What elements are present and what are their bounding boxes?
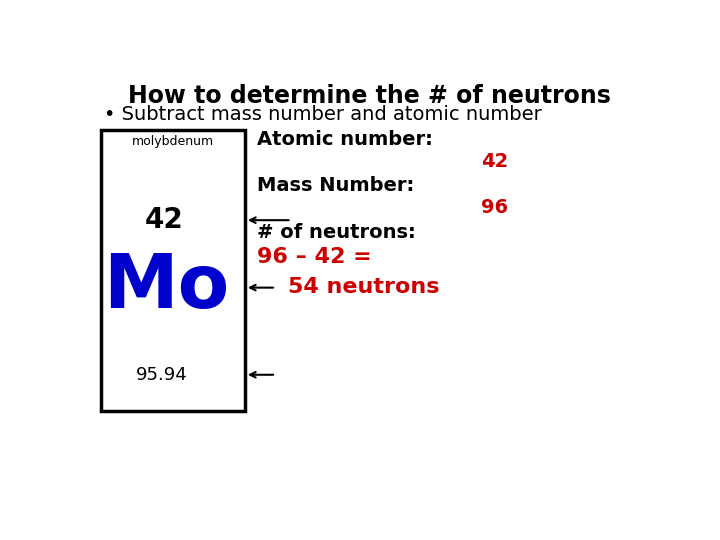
Text: # of neutrons:: # of neutrons: bbox=[256, 222, 415, 242]
Text: molybdenum: molybdenum bbox=[132, 135, 214, 148]
Text: 42: 42 bbox=[144, 206, 183, 234]
Text: 96 – 42 =: 96 – 42 = bbox=[256, 247, 372, 267]
Text: 54 neutrons: 54 neutrons bbox=[287, 276, 439, 296]
Text: Atomic number:: Atomic number: bbox=[256, 130, 433, 149]
Text: Mass Number:: Mass Number: bbox=[256, 177, 414, 195]
Text: 95.94: 95.94 bbox=[136, 366, 188, 384]
Text: 96: 96 bbox=[482, 198, 508, 217]
Text: 42: 42 bbox=[481, 152, 508, 171]
Text: How to determine the # of neutrons: How to determine the # of neutrons bbox=[127, 84, 611, 108]
Text: • Subtract mass number and atomic number: • Subtract mass number and atomic number bbox=[104, 105, 541, 124]
Text: Mo: Mo bbox=[104, 251, 230, 324]
Bar bbox=[101, 130, 245, 411]
